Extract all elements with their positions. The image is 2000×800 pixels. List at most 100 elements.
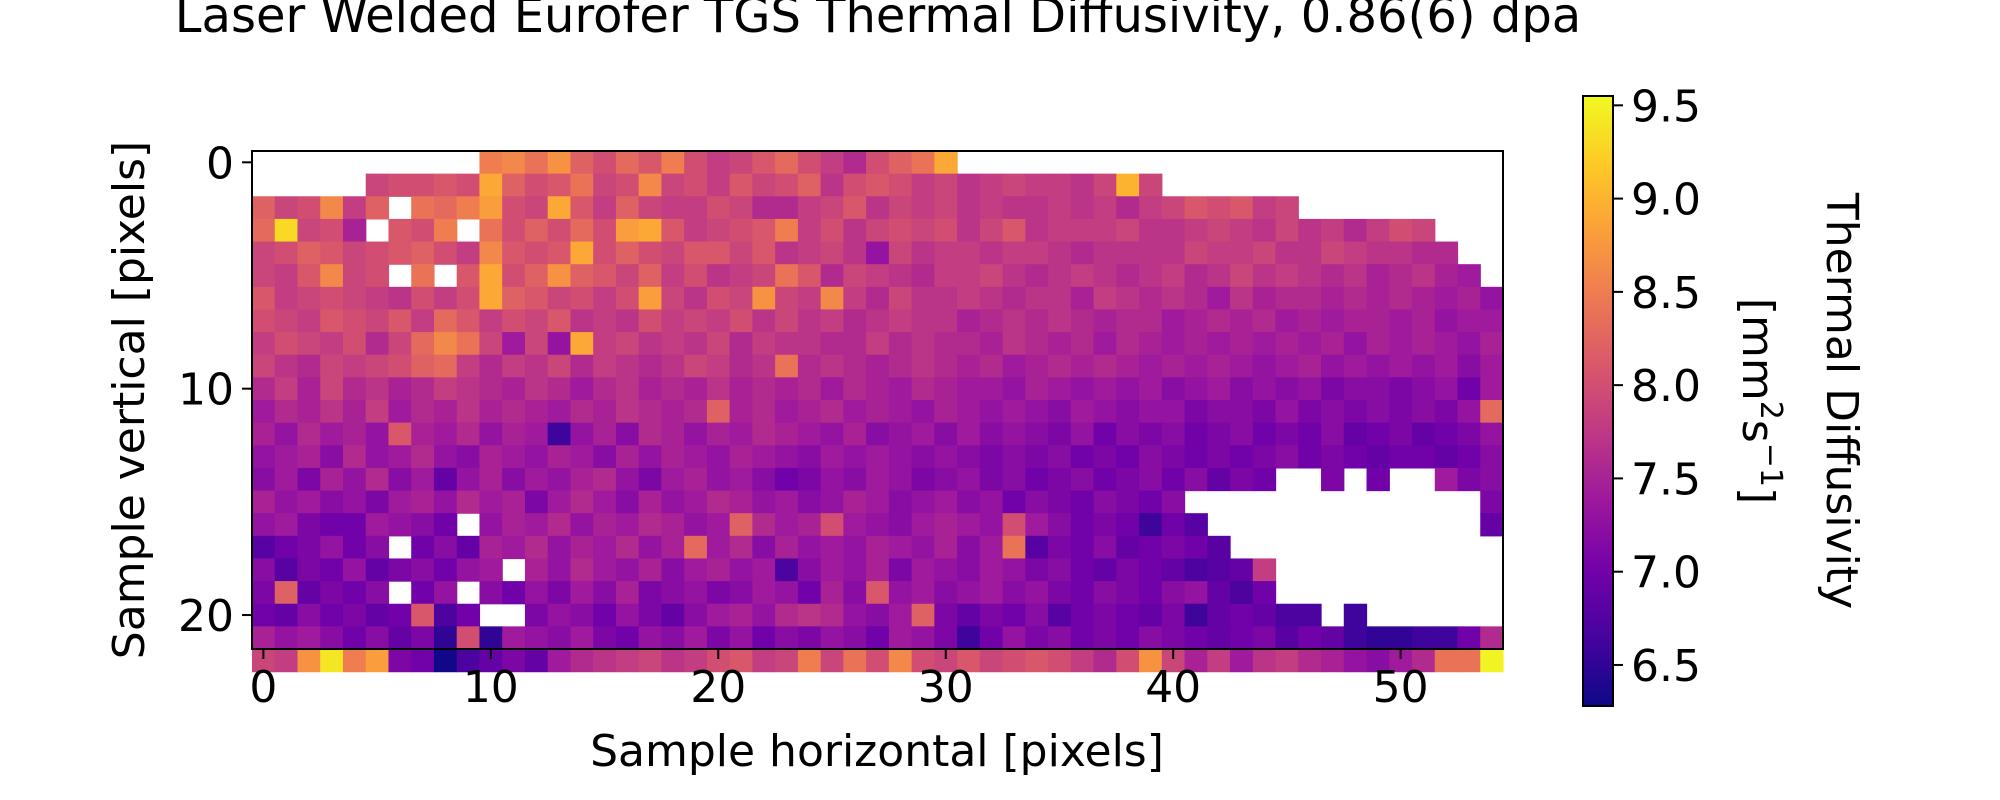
heatmap-cell bbox=[1002, 332, 1026, 356]
heatmap-cell bbox=[502, 286, 526, 311]
heatmap-cell bbox=[252, 513, 276, 537]
heatmap-cell bbox=[342, 535, 367, 560]
heatmap-cell bbox=[1025, 309, 1049, 333]
heatmap-cell bbox=[729, 286, 753, 311]
heatmap-cell bbox=[570, 286, 594, 311]
heatmap-cell bbox=[1412, 422, 1436, 446]
heatmap-cell bbox=[365, 377, 390, 401]
heatmap-cell bbox=[593, 603, 617, 627]
heatmap-cell bbox=[1139, 490, 1163, 514]
heatmap-cell bbox=[1116, 581, 1140, 605]
heatmap-cell bbox=[479, 467, 503, 492]
heatmap-cell bbox=[638, 581, 663, 605]
heatmap-cell bbox=[934, 558, 958, 582]
heatmap-cell bbox=[456, 535, 481, 560]
heatmap-cell bbox=[638, 377, 663, 401]
heatmap-cell bbox=[1343, 626, 1368, 650]
heatmap-cell bbox=[797, 196, 822, 220]
heatmap-cell bbox=[297, 196, 321, 220]
heatmap-cell bbox=[934, 581, 958, 605]
heatmap-cell bbox=[365, 332, 390, 356]
heatmap-cell bbox=[729, 513, 753, 537]
heatmap-cell bbox=[411, 400, 435, 424]
heatmap-cell bbox=[775, 173, 799, 197]
heatmap-cell bbox=[1093, 558, 1117, 582]
heatmap-cell bbox=[411, 626, 435, 650]
heatmap-cell bbox=[411, 241, 435, 265]
heatmap-cell bbox=[456, 490, 481, 514]
heatmap-cell bbox=[706, 173, 731, 197]
heatmap-cell bbox=[706, 603, 731, 627]
heatmap-cell bbox=[593, 377, 617, 401]
heatmap-cell bbox=[274, 332, 299, 356]
heatmap-cell bbox=[274, 603, 299, 627]
heatmap-cell bbox=[411, 649, 435, 673]
heatmap-cell bbox=[615, 422, 640, 446]
heatmap-cell bbox=[797, 445, 822, 469]
heatmap-cell bbox=[866, 626, 890, 650]
heatmap-cell bbox=[1184, 286, 1208, 311]
heatmap-cell bbox=[1321, 422, 1345, 446]
heatmap-cell bbox=[615, 151, 640, 175]
heatmap-cell bbox=[1343, 422, 1368, 446]
heatmap-cell bbox=[1116, 377, 1140, 401]
heatmap-cell bbox=[775, 218, 799, 243]
heatmap-cell bbox=[1093, 422, 1117, 446]
heatmap-cell bbox=[797, 581, 822, 605]
heatmap-cell bbox=[1048, 603, 1072, 627]
heatmap-cell bbox=[1457, 332, 1481, 356]
heatmap-cell bbox=[274, 422, 299, 446]
heatmap-cell bbox=[911, 218, 935, 243]
heatmap-cell bbox=[593, 332, 617, 356]
heatmap-cell bbox=[1161, 354, 1186, 378]
heatmap-cell bbox=[1252, 467, 1277, 492]
heatmap-cell bbox=[502, 626, 526, 650]
heatmap-cell bbox=[843, 151, 867, 175]
heatmap-cell bbox=[1412, 377, 1436, 401]
heatmap-cell bbox=[684, 603, 708, 627]
heatmap-cell bbox=[1048, 218, 1072, 243]
heatmap-cell bbox=[342, 558, 367, 582]
heatmap-cell bbox=[1457, 400, 1481, 424]
heatmap-cell bbox=[1480, 354, 1504, 378]
heatmap-cell bbox=[1298, 377, 1322, 401]
heatmap-cell bbox=[593, 400, 617, 424]
heatmap-cell bbox=[775, 581, 799, 605]
heatmap-cell bbox=[888, 626, 913, 650]
heatmap-cell bbox=[1298, 400, 1322, 424]
heatmap-cell bbox=[1366, 400, 1390, 424]
heatmap-cell bbox=[502, 173, 526, 197]
heatmap-cell bbox=[479, 513, 503, 537]
heatmap-cell bbox=[365, 581, 390, 605]
heatmap-cell bbox=[1412, 354, 1436, 378]
heatmap-cell bbox=[979, 422, 1004, 446]
heatmap-cell bbox=[775, 400, 799, 424]
heatmap-cell bbox=[706, 581, 731, 605]
heatmap-cell bbox=[957, 581, 981, 605]
heatmap-cell bbox=[252, 467, 276, 492]
heatmap-cell bbox=[934, 467, 958, 492]
heatmap-cell bbox=[1025, 377, 1049, 401]
heatmap-cell bbox=[797, 400, 822, 424]
heatmap-cell bbox=[1252, 286, 1277, 311]
heatmap-cell bbox=[911, 173, 935, 197]
heatmap-cell bbox=[1480, 626, 1504, 650]
heatmap-cell bbox=[820, 603, 844, 627]
heatmap-cell bbox=[1275, 309, 1299, 333]
heatmap-cell bbox=[570, 151, 594, 175]
heatmap-cell bbox=[1207, 558, 1231, 582]
heatmap-cell bbox=[706, 264, 731, 288]
heatmap-cell bbox=[342, 603, 367, 627]
heatmap-cell bbox=[797, 649, 822, 673]
heatmap-cell bbox=[1093, 377, 1117, 401]
heatmap-cell bbox=[775, 558, 799, 582]
heatmap-cell bbox=[615, 264, 640, 288]
heatmap-cell bbox=[820, 649, 844, 673]
heatmap-cell bbox=[615, 490, 640, 514]
heatmap-cell bbox=[297, 513, 321, 537]
heatmap-cell bbox=[911, 581, 935, 605]
heatmap-cell bbox=[1139, 241, 1163, 265]
heatmap-cell bbox=[957, 467, 981, 492]
heatmap-cell bbox=[729, 490, 753, 514]
heatmap-cell bbox=[320, 400, 344, 424]
